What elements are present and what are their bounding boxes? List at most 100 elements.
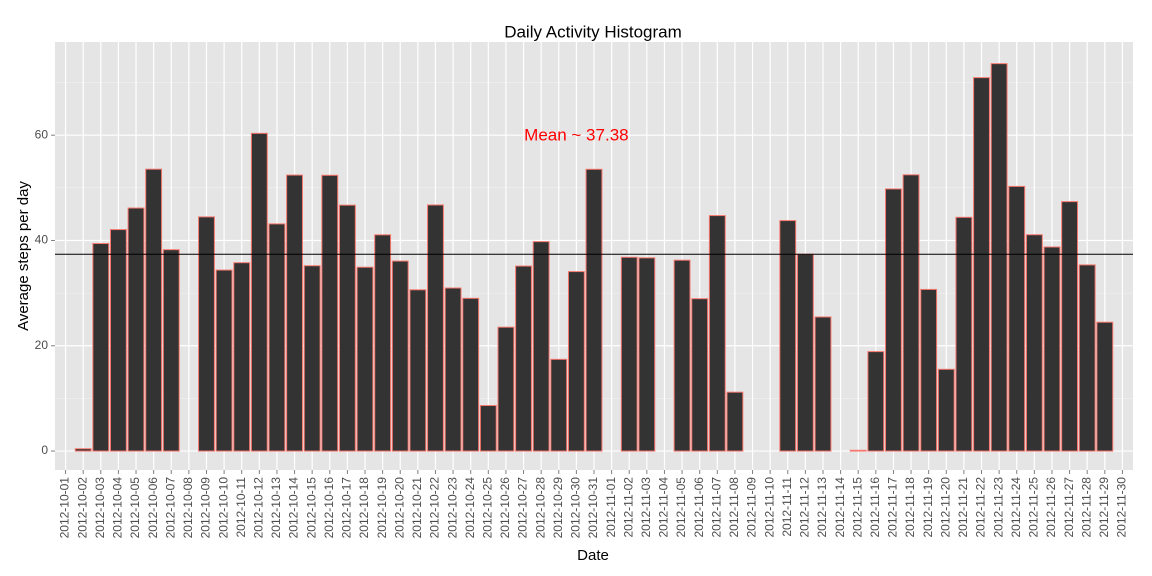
- y-tick-label: 60: [35, 127, 49, 141]
- bar: [444, 287, 462, 452]
- bar: [268, 223, 286, 452]
- y-axis-title: Average steps per day: [15, 181, 32, 331]
- x-tick-label: 2012-11-18: [903, 477, 917, 538]
- bar: [796, 253, 814, 452]
- bar: [92, 243, 110, 452]
- x-tick-label: 2012-10-04: [111, 477, 125, 539]
- y-tick-label: 0: [41, 443, 48, 457]
- x-tick-label: 2012-11-07: [709, 477, 723, 538]
- bar: [1078, 264, 1096, 452]
- x-tick-label: 2012-10-25: [480, 477, 494, 539]
- x-tick-label: 2012-10-17: [340, 477, 354, 539]
- x-tick-label: 2012-10-09: [199, 477, 213, 539]
- x-tick-label: 2012-11-02: [621, 477, 635, 538]
- bar: [937, 368, 955, 452]
- x-tick-label: 2012-11-11: [780, 477, 794, 537]
- x-tick-label: 2012-10-27: [516, 477, 530, 539]
- x-tick-label: 2012-11-05: [674, 477, 688, 538]
- bar: [286, 174, 303, 452]
- bar: [321, 174, 339, 452]
- x-tick-label: 2012-11-30: [1115, 477, 1129, 538]
- bar: [867, 351, 885, 452]
- x-tick-label: 2012-11-15: [850, 477, 864, 538]
- x-tick-label: 2012-10-24: [463, 477, 477, 539]
- y-tick-label: 40: [35, 233, 49, 247]
- bar: [726, 391, 744, 452]
- bar: [74, 448, 92, 452]
- bar: [1008, 185, 1026, 452]
- bar: [814, 316, 832, 452]
- x-tick-label: 2012-11-20: [938, 477, 952, 538]
- bar: [567, 271, 585, 452]
- bar: [145, 168, 163, 452]
- bar: [198, 216, 215, 452]
- bar: [127, 207, 145, 452]
- bar: [638, 257, 656, 452]
- x-tick-label: 2012-11-10: [762, 477, 776, 538]
- x-tick-label: 2012-10-23: [445, 477, 459, 539]
- bar: [990, 63, 1008, 452]
- x-tick-label: 2012-11-27: [1062, 477, 1076, 538]
- bar: [409, 289, 427, 452]
- x-tick-label: 2012-10-07: [163, 477, 177, 539]
- bar: [673, 259, 691, 452]
- x-tick-label: 2012-10-31: [586, 477, 600, 539]
- x-tick-label: 2012-10-15: [304, 477, 318, 539]
- bar: [497, 326, 515, 452]
- bar: [162, 249, 180, 452]
- x-tick-label: 2012-11-16: [868, 477, 882, 538]
- x-tick-label: 2012-11-24: [1009, 477, 1023, 538]
- x-tick-label: 2012-11-29: [1097, 477, 1111, 538]
- bar: [215, 269, 233, 452]
- x-tick-label: 2012-10-01: [58, 477, 72, 539]
- bar: [920, 288, 938, 452]
- x-tick-label: 2012-10-03: [93, 477, 107, 539]
- x-tick-label: 2012-10-20: [392, 477, 406, 539]
- x-tick-label: 2012-10-13: [269, 477, 283, 539]
- x-tick-label: 2012-10-10: [216, 477, 230, 539]
- x-tick-label: 2012-11-13: [815, 477, 829, 538]
- x-tick-label: 2012-10-08: [181, 477, 195, 539]
- x-tick-label: 2012-11-19: [921, 477, 935, 538]
- bar: [356, 266, 374, 452]
- bar: [391, 260, 409, 452]
- bar: [691, 298, 709, 452]
- x-tick-label: 2012-10-30: [569, 477, 583, 539]
- bar: [620, 256, 638, 452]
- x-tick-label: 2012-10-29: [551, 477, 565, 539]
- x-tick-label: 2012-10-16: [322, 477, 336, 539]
- bar: [550, 358, 568, 452]
- x-tick-label: 2012-11-17: [886, 477, 900, 538]
- bar: [1043, 246, 1061, 452]
- x-tick-label: 2012-10-12: [251, 477, 265, 539]
- bar: [902, 174, 920, 452]
- bar: [779, 220, 797, 452]
- bar: [109, 229, 127, 452]
- x-tick-label: 2012-10-06: [146, 477, 160, 539]
- bar: [479, 405, 497, 452]
- x-tick-label: 2012-10-02: [75, 477, 89, 539]
- bar: [515, 265, 532, 452]
- x-tick-label: 2012-11-01: [604, 477, 618, 538]
- x-tick-label: 2012-11-23: [991, 477, 1005, 538]
- bar: [462, 297, 480, 452]
- bar: [585, 168, 603, 452]
- x-tick-label: 2012-10-22: [428, 477, 442, 539]
- x-tick-label: 2012-11-28: [1079, 477, 1093, 538]
- x-tick-label: 2012-11-09: [745, 477, 759, 538]
- chart-title: Daily Activity Histogram: [504, 22, 682, 41]
- bar: [1096, 321, 1114, 452]
- x-tick-label: 2012-10-05: [128, 477, 142, 539]
- bar: [250, 132, 268, 452]
- bar: [303, 265, 321, 452]
- y-tick-label: 20: [35, 338, 49, 352]
- x-tick-label: 2012-11-03: [639, 477, 653, 538]
- x-tick-label: 2012-10-11: [234, 477, 248, 538]
- bar: [955, 216, 973, 452]
- bar: [885, 188, 902, 452]
- x-tick-label: 2012-11-06: [692, 477, 706, 538]
- x-tick-label: 2012-11-25: [1027, 477, 1041, 538]
- x-tick-label: 2012-11-04: [657, 477, 671, 538]
- x-tick-label: 2012-11-14: [833, 477, 847, 538]
